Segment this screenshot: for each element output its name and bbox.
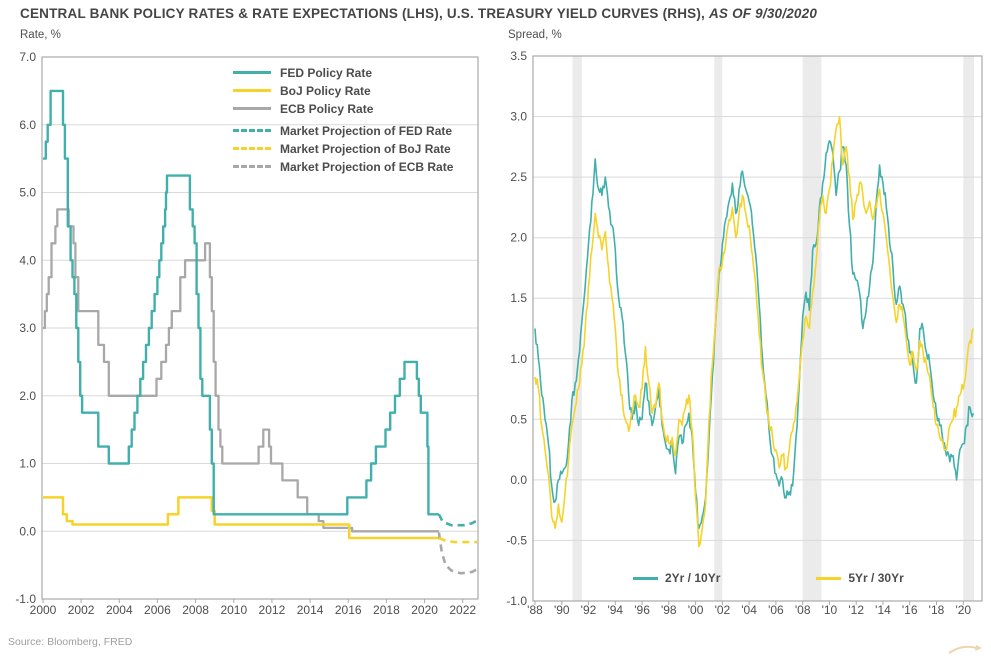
corner-decoration-icon (948, 645, 982, 654)
treasury-spreads-x-tick-label: '00 (688, 603, 704, 617)
treasury-spreads-x-tick-label: '10 (822, 603, 838, 617)
legend-item-ecb-policy-rate: ECB Policy Rate (233, 101, 453, 116)
policy-rates-series-ecb-policy-rate (43, 208, 439, 533)
legend-swatch-yellow-solid (233, 89, 271, 92)
treasury-spreads-y-tick-label: 2.0 (510, 231, 527, 245)
policy-rates-x-tick-label: 2018 (373, 603, 400, 617)
legend-item-market-projection-of-ecb-rate: Market Projection of ECB Rate (233, 159, 454, 174)
legend-label: Market Projection of ECB Rate (280, 159, 454, 174)
policy-rates-series-market-projection-of-boj-rate (438, 536, 477, 544)
policy-rates-x-tick-label: 2010 (220, 603, 247, 617)
policy-rates-plot-frame (41, 56, 479, 600)
page-title-asof-date: AS OF 9/30/2020 (708, 6, 818, 21)
treasury-spreads-x-tick-label: '94 (607, 603, 623, 617)
policy-rates-y-tick-label: 5.0 (19, 186, 36, 200)
page-title-main: CENTRAL BANK POLICY RATES & RATE EXPECTA… (20, 6, 709, 21)
legend-label: BoJ Policy Rate (280, 83, 371, 98)
treasury-spreads-y-tick-label: 2.5 (510, 170, 527, 184)
treasury-spreads-y-tick-label: 3.5 (510, 49, 527, 63)
legend-swatch-yellow-dashed (233, 147, 271, 150)
treasury-spreads-recession-band (802, 56, 822, 601)
policy-rates-x-tick-label: 2016 (335, 603, 362, 617)
treasury-spreads-y-tick-label: 1.0 (510, 352, 527, 366)
legend-label: FED Policy Rate (280, 65, 373, 80)
left-chart-axis-title: Rate, % (20, 29, 61, 41)
policy-rates-y-tick-label: 0.0 (19, 524, 36, 538)
policy-rates-y-tick-label: 4.0 (19, 253, 36, 267)
treasury-spreads-x-tick-label: '90 (554, 603, 570, 617)
legend-swatch-gray-solid (233, 107, 271, 110)
legend-label: 5Yr / 30Yr (848, 571, 904, 585)
treasury-spreads-x-tick-label: '88 (527, 603, 543, 617)
legend-swatch-teal-solid (633, 576, 658, 580)
policy-rates-y-tick-label: 2.0 (19, 389, 36, 403)
legend-item-market-projection-of-fed-rate: Market Projection of FED Rate (233, 123, 453, 138)
treasury-spreads-x-tick-label: '12 (848, 603, 864, 617)
treasury-spreads-plot-frame (532, 55, 983, 602)
treasury-spreads-x-tick-label: '98 (661, 603, 677, 617)
legend-item-fed-policy-rate: FED Policy Rate (233, 65, 453, 80)
legend-swatch-teal-dashed (233, 129, 271, 132)
treasury-spreads-x-tick-label: '92 (581, 603, 597, 617)
policy-rates-x-tick-label: 2006 (144, 603, 171, 617)
policy-rates-x-tick-label: 2002 (68, 603, 95, 617)
treasury-spreads-recession-band (572, 56, 582, 601)
page-title: CENTRAL BANK POLICY RATES & RATE EXPECTA… (20, 6, 980, 21)
legend-label: ECB Policy Rate (280, 101, 374, 116)
treasury-spreads-x-tick-label: '14 (875, 603, 891, 617)
policy-rates-x-tick-label: 2008 (182, 603, 209, 617)
source-note: Source: Bloomberg, FRED (8, 636, 133, 648)
legend-item-boj-policy-rate: BoJ Policy Rate (233, 83, 453, 98)
treasury-spreads-recession-band (963, 56, 974, 601)
treasury-spreads-x-tick-label: '96 (634, 603, 650, 617)
treasury-spreads-x-tick-label: '16 (902, 603, 918, 617)
treasury-spreads-x-tick-label: '06 (768, 603, 784, 617)
treasury-spreads-y-tick-label: -1.0 (506, 594, 527, 608)
policy-rates-x-tick-label: 2020 (411, 603, 438, 617)
treasury-spreads-x-tick-label: '04 (741, 603, 757, 617)
policy-rates-y-tick-label: -1.0 (15, 592, 36, 606)
treasury-spreads-y-tick-label: 0.5 (510, 412, 527, 426)
legend-item-5yr-30yr: 5Yr / 30Yr (816, 571, 904, 585)
legend-swatch-gray-dashed (233, 165, 271, 168)
treasury-spreads-x-tick-label: '02 (715, 603, 731, 617)
treasury-spreads-series-2yr-10yr (534, 140, 975, 530)
policy-rates-x-tick-label: 2004 (106, 603, 133, 617)
spreads-legend: 2Yr / 10Yr 5Yr / 30Yr (633, 571, 991, 585)
legend-label: Market Projection of FED Rate (280, 123, 453, 138)
policy-rates-x-tick-label: 2000 (30, 603, 57, 617)
policy-rates-x-tick-label: 2014 (297, 603, 324, 617)
legend-item-2yr-10yr: 2Yr / 10Yr (633, 571, 720, 585)
treasury-spreads-y-tick-label: 3.0 (510, 110, 527, 124)
treasury-spreads-y-tick-label: 1.5 (510, 291, 527, 305)
policy-rates-y-tick-label: 7.0 (19, 50, 36, 64)
treasury-spreads-x-tick-label: '08 (795, 603, 811, 617)
right-chart-axis-title: Spread, % (508, 29, 562, 41)
treasury-spreads-y-tick-label: -0.5 (506, 533, 527, 547)
policy-rates-series-market-projection-of-ecb-rate (437, 532, 478, 575)
policy-rates-series-market-projection-of-fed-rate (437, 513, 478, 527)
treasury-spreads-y-tick-label: 0.0 (510, 473, 527, 487)
treasury-spreads-recession-band (714, 56, 723, 601)
policy-rates-x-tick-label: 2012 (259, 603, 286, 617)
policy-rates-y-tick-label: 3.0 (19, 321, 36, 335)
policy-rates-y-tick-label: 6.0 (19, 118, 36, 132)
treasury-spreads-x-tick-label: '20 (955, 603, 971, 617)
legend-swatch-yellow-solid (816, 576, 842, 580)
policy-rates-legend: FED Policy Rate BoJ Policy Rate ECB Policy… (233, 66, 453, 178)
legend-swatch-teal-solid (233, 71, 271, 74)
treasury-spreads-series-5yr-30yr (534, 115, 975, 548)
policy-rates-series-fed-policy-rate (43, 89, 439, 516)
legend-label: 2Yr / 10Yr (665, 571, 721, 585)
treasury-spreads-x-tick-label: '18 (929, 603, 945, 617)
policy-rates-y-tick-label: 1.0 (19, 457, 36, 471)
policy-rates-series-boj-policy-rate (43, 496, 439, 540)
legend-item-market-projection-of-boj-rate: Market Projection of BoJ Rate (233, 141, 453, 156)
policy-rates-x-tick-label: 2022 (449, 603, 476, 617)
legend-label: Market Projection of BoJ Rate (280, 141, 451, 156)
